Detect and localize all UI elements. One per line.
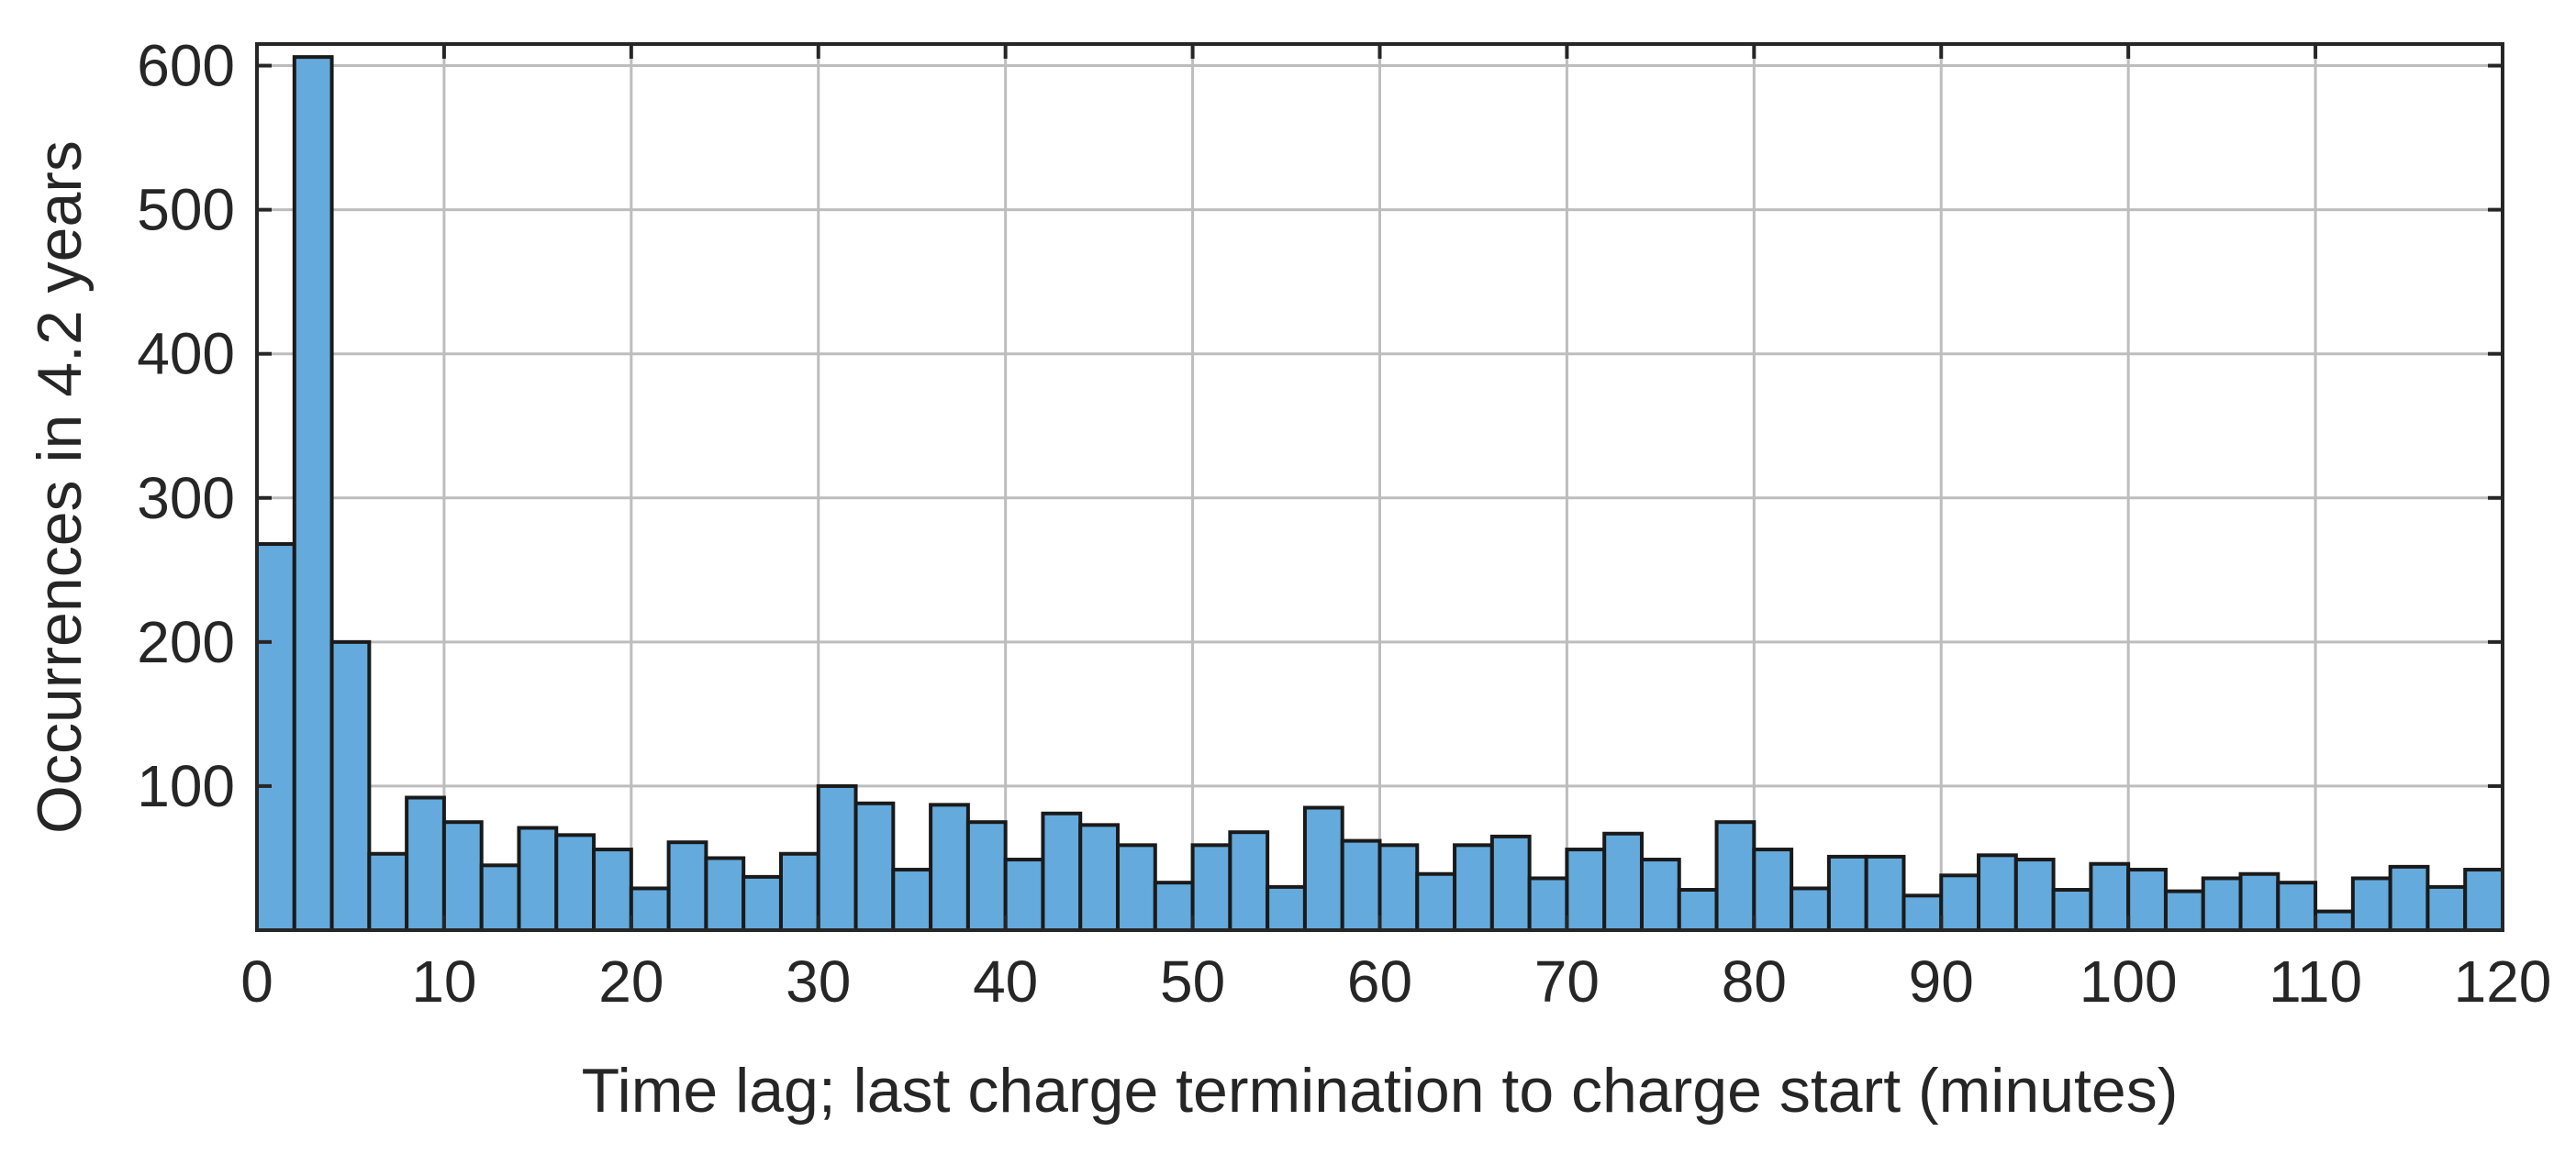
x-tick-label: 70 [1534,949,1600,1015]
y-tick-label: 300 [137,465,235,531]
histogram-bar [816,783,858,932]
histogram-bar [1228,830,1270,932]
histogram-bar [2126,868,2168,933]
histogram-bar [778,851,820,932]
histogram-bar [1864,854,1906,933]
histogram-bar [929,803,970,932]
grid-layer [257,44,2503,930]
x-tick-label: 50 [1160,949,1225,1015]
y-tick-label: 100 [137,753,235,819]
histogram-bar [1826,854,1868,933]
histogram-bar [2276,881,2318,932]
histogram-bar [1340,838,1382,932]
histogram-bar [405,795,446,932]
histogram-bar [2350,876,2392,933]
histogram-bar [2051,888,2093,933]
histogram-bar [2089,861,2131,932]
histogram-bar [891,868,933,933]
histogram-bar [329,639,372,932]
histogram-bar [479,863,521,933]
histogram-bar [1003,858,1045,932]
histogram-bar [742,874,783,933]
histogram-bar [2314,909,2355,933]
histogram-bar [1153,881,1195,932]
x-tick-label: 90 [1909,949,1974,1015]
histogram-bar [367,851,409,932]
labels-layer: 0 10 20 30 40 50 60 70 80 90 100 110 120 100 200 300 400… [137,33,2551,1015]
x-tick-label: 60 [1347,949,1412,1015]
histogram-bar [1790,886,1831,933]
histogram-bar [1453,843,1494,933]
histogram-bar [2163,889,2205,933]
histogram-bar [1377,843,1420,933]
y-tick-label: 600 [137,33,235,99]
x-tick-label: 120 [2454,949,2552,1015]
histogram-bar [1714,820,1756,933]
histogram-bar [1078,823,1121,933]
x-tick-label: 0 [240,949,273,1015]
ticks-layer [255,44,2504,930]
y-tick-label: 400 [137,321,235,387]
histogram-bar [1939,873,1981,932]
x-tick-label: 40 [973,949,1038,1015]
histogram-bar [2238,871,2280,932]
histogram-bar [1639,858,1681,932]
y-axis-label: Occurrences in 4.2 years [25,140,95,834]
histogram-bar [1489,834,1532,933]
x-axis-label: Time lag; last charge termination to cha… [582,1056,2179,1126]
histogram-bar [1190,843,1232,933]
histogram-bar [1266,884,1307,933]
x-tick-label: 30 [786,949,851,1015]
histogram-bar [2013,858,2056,932]
histogram-bar [1602,831,1644,933]
histogram-bar [1752,848,1794,932]
histogram-bar [1415,871,1457,932]
histogram-bar [1116,843,1157,933]
y-tick-label: 500 [137,177,235,243]
histogram-bar [1565,848,1607,932]
histogram-bar [1041,811,1083,933]
histogram-bar [517,826,559,932]
histogram-bar [704,856,746,933]
histogram-bar [1302,805,1344,932]
histogram-bar [292,55,334,932]
x-tick-label: 80 [1722,949,1787,1015]
x-tick-label: 10 [411,949,476,1015]
histogram-bar [853,801,896,933]
y-tick-label: 200 [137,609,235,675]
histogram-bar [2425,884,2468,933]
x-tick-label: 100 [2080,949,2178,1015]
x-tick-label: 20 [598,949,664,1015]
histogram-bar [441,820,484,933]
histogram-bar [2201,876,2243,933]
bars-layer [255,55,2504,933]
histogram-bar [666,840,708,932]
histogram-bar [554,833,597,933]
histogram-bar [629,886,671,933]
histogram-bar [1527,876,1569,933]
x-tick-label: 110 [2269,949,2362,1015]
histogram-bar [1677,888,1719,933]
histogram-bar [255,542,296,932]
histogram-bar [1977,853,2018,933]
histogram-bar [2388,864,2430,933]
histogram-bar [965,820,1008,933]
histogram-bar [592,848,633,932]
histogram-bar [1901,893,1944,932]
histogram-bar [2463,868,2504,933]
